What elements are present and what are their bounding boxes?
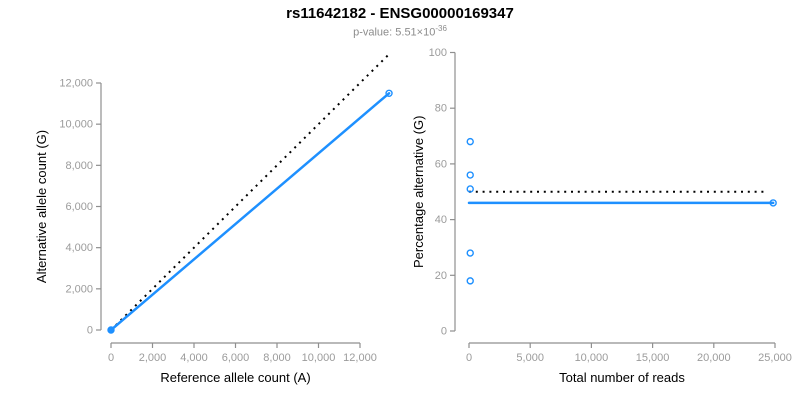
percentage-panel: 0 20 40 60 80 100 0 5,000 10,000 15,000 20,000 25,0… bbox=[411, 47, 792, 385]
allele-count-panel: 0 2,000 4,000 6,000 8,000 10,000 12,000 0 2,000 4… bbox=[34, 53, 393, 385]
pvalue-exponent: -36 bbox=[435, 24, 447, 33]
y-tick-label: 4,000 bbox=[65, 242, 93, 254]
page-title: rs11642182 - ENSG00000169347 bbox=[286, 5, 514, 22]
y-tick-label: 12,000 bbox=[59, 78, 93, 90]
y-tick-label: 6,000 bbox=[65, 201, 93, 213]
x-tick-label: 12,000 bbox=[343, 352, 377, 364]
y-tick-label: 10,000 bbox=[59, 119, 93, 131]
x-tick-label: 15,000 bbox=[636, 352, 670, 364]
data-point bbox=[466, 277, 474, 285]
x-tick-label: 0 bbox=[466, 352, 472, 364]
y-tick-label: 0 bbox=[87, 325, 93, 337]
x-tick-label: 20,000 bbox=[697, 352, 731, 364]
fit-line bbox=[109, 92, 391, 332]
data-point bbox=[385, 89, 393, 97]
data-point bbox=[466, 249, 474, 257]
y-tick-label: 60 bbox=[435, 158, 447, 170]
x-tick-label: 10,000 bbox=[575, 352, 609, 364]
x-tick-label: 10,000 bbox=[302, 352, 336, 364]
data-point bbox=[107, 326, 115, 334]
pvalue-subtitle: p-value: 5.51×10-36 bbox=[0, 24, 800, 39]
x-tick-label: 2,000 bbox=[139, 352, 167, 364]
y-tick-label: 100 bbox=[429, 47, 447, 59]
y-tick-label: 80 bbox=[435, 103, 447, 115]
y-tick-label: 2,000 bbox=[65, 283, 93, 295]
y-axis-title: Alternative allele count (G) bbox=[34, 130, 49, 283]
y-tick-label: 40 bbox=[435, 214, 447, 226]
identity-line bbox=[110, 53, 390, 331]
x-tick-label: 8,000 bbox=[263, 352, 291, 364]
x-tick-label: 6,000 bbox=[222, 352, 250, 364]
y-tick-label: 20 bbox=[435, 270, 447, 282]
y-axis-title: Percentage alternative (G) bbox=[411, 116, 426, 268]
data-point bbox=[466, 137, 474, 146]
data-point bbox=[466, 185, 474, 193]
x-tick-label: 25,000 bbox=[758, 352, 792, 364]
pvalue-text: p-value: 5.51×10 bbox=[353, 26, 436, 39]
data-point bbox=[466, 171, 474, 179]
y-tick-label: 8,000 bbox=[65, 160, 93, 172]
x-tick-label: 4,000 bbox=[180, 352, 208, 364]
x-tick-label: 5,000 bbox=[516, 352, 544, 364]
x-axis-title: Reference allele count (A) bbox=[160, 370, 310, 385]
x-axis-title: Total number of reads bbox=[559, 370, 685, 385]
data-point bbox=[769, 199, 777, 207]
y-tick-label: 0 bbox=[441, 326, 447, 338]
x-tick-label: 0 bbox=[108, 352, 114, 364]
